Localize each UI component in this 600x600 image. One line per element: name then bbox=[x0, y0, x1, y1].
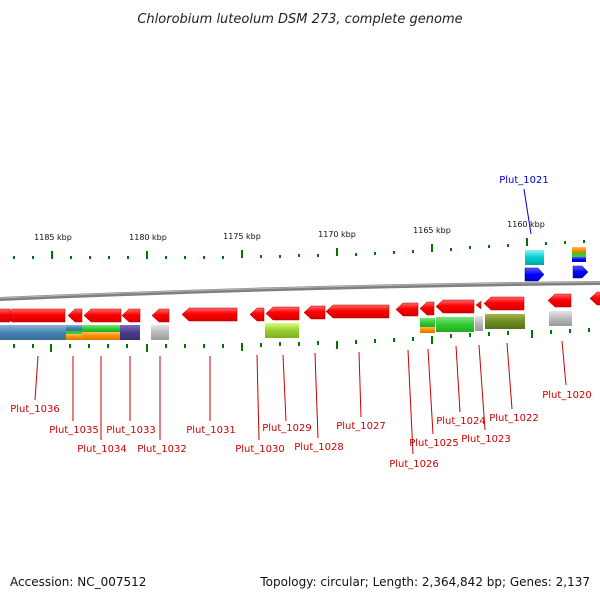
category-block bbox=[82, 325, 120, 332]
category-block bbox=[420, 327, 435, 333]
gene-arrow[interactable] bbox=[395, 302, 419, 317]
gene-label[interactable]: Plut_1022 bbox=[489, 413, 539, 424]
leader-line bbox=[314, 352, 319, 439]
gene-label[interactable]: Plut_1033 bbox=[106, 425, 156, 436]
category-block bbox=[0, 325, 66, 340]
leader-line-highlight bbox=[523, 188, 532, 235]
gene-arrow[interactable] bbox=[4, 308, 66, 323]
gene-label[interactable]: Plut_1024 bbox=[436, 416, 486, 427]
leader-line bbox=[256, 354, 260, 441]
leader-line bbox=[34, 355, 39, 401]
genome-backbone-highlight bbox=[0, 281, 600, 299]
gene-label-highlight[interactable]: Plut_1021 bbox=[499, 175, 549, 186]
genome-summary-text: Topology: circular; Length: 2,364,842 bp… bbox=[259, 575, 590, 589]
gene-arrow[interactable] bbox=[181, 307, 238, 322]
gene-arrow-forward[interactable] bbox=[524, 267, 545, 282]
gene-label[interactable]: Plut_1025 bbox=[409, 438, 459, 449]
accession-text: Accession: NC_007512 bbox=[10, 575, 146, 589]
leader-line bbox=[455, 345, 461, 413]
gene-arrow[interactable] bbox=[121, 308, 141, 323]
leader-line bbox=[358, 351, 362, 418]
leader-line bbox=[427, 348, 434, 435]
gene-arrow[interactable] bbox=[249, 307, 265, 322]
category-block bbox=[572, 253, 586, 257]
scale-label: 1170 kbp bbox=[318, 230, 356, 239]
gene-label[interactable]: Plut_1023 bbox=[461, 434, 511, 445]
category-block bbox=[525, 250, 544, 265]
category-block bbox=[549, 311, 572, 326]
gene-arrow[interactable] bbox=[435, 299, 475, 314]
gene-label[interactable]: Plut_1031 bbox=[186, 425, 236, 436]
category-block bbox=[485, 314, 525, 329]
category-block bbox=[66, 334, 82, 340]
gene-label[interactable]: Plut_1027 bbox=[336, 421, 386, 432]
category-block bbox=[436, 317, 474, 332]
gene-arrow[interactable] bbox=[0, 308, 11, 323]
gene-label[interactable]: Plut_1029 bbox=[262, 423, 312, 434]
gene-label[interactable]: Plut_1034 bbox=[77, 444, 127, 455]
forward-gene-track bbox=[524, 265, 589, 282]
gene-track bbox=[0, 291, 600, 323]
category-blocks bbox=[0, 247, 586, 340]
label-leaders bbox=[34, 340, 567, 455]
gene-label[interactable]: Plut_1028 bbox=[294, 442, 344, 453]
gene-labels: Plut_1036 Plut_1035 Plut_1034 Plut_1033 … bbox=[10, 175, 592, 470]
gene-arrow[interactable] bbox=[151, 308, 170, 323]
scale-labels: 1185 kbp 1180 kbp 1175 kbp 1170 kbp 1165… bbox=[34, 220, 545, 242]
gene-label[interactable]: Plut_1020 bbox=[542, 390, 592, 401]
gene-arrow[interactable] bbox=[419, 301, 435, 316]
gene-label[interactable]: Plut_1030 bbox=[235, 444, 285, 455]
gene-arrow[interactable] bbox=[265, 306, 300, 321]
gene-arrow[interactable] bbox=[475, 300, 482, 310]
gene-arrow[interactable] bbox=[303, 305, 326, 320]
scale-label: 1185 kbp bbox=[34, 233, 72, 242]
leader-line bbox=[506, 342, 513, 410]
gene-label[interactable]: Plut_1036 bbox=[10, 404, 60, 415]
category-block bbox=[151, 325, 169, 340]
gene-arrow[interactable] bbox=[67, 308, 83, 323]
gene-arrow[interactable] bbox=[325, 304, 390, 319]
category-block bbox=[475, 316, 483, 331]
lower-tick-row bbox=[13, 328, 590, 352]
scale-label: 1180 kbp bbox=[129, 233, 167, 242]
leader-line bbox=[561, 340, 567, 386]
category-block bbox=[66, 325, 82, 331]
gene-arrow-forward[interactable] bbox=[572, 265, 589, 279]
leader-line bbox=[478, 344, 486, 431]
category-block bbox=[66, 331, 82, 334]
genome-backbone bbox=[0, 281, 600, 301]
leader-line bbox=[407, 349, 414, 455]
upper-tick-row bbox=[13, 238, 585, 259]
category-block bbox=[572, 247, 586, 253]
leader-line bbox=[282, 354, 287, 422]
gene-arrow[interactable] bbox=[483, 296, 525, 311]
map-title: Chlorobium luteolum DSM 273, complete ge… bbox=[137, 12, 462, 27]
gene-label[interactable]: Plut_1032 bbox=[137, 444, 187, 455]
category-block bbox=[265, 323, 299, 338]
gene-label[interactable]: Plut_1035 bbox=[49, 425, 99, 436]
gene-label[interactable]: Plut_1026 bbox=[389, 459, 439, 470]
scale-label: 1175 kbp bbox=[223, 232, 261, 241]
category-block bbox=[82, 332, 120, 340]
category-block bbox=[420, 318, 435, 327]
category-block bbox=[572, 257, 586, 262]
scale-label: 1165 kbp bbox=[413, 226, 451, 235]
scale-label: 1160 kbp bbox=[507, 220, 545, 229]
gene-arrow[interactable] bbox=[83, 308, 122, 323]
gene-arrow[interactable] bbox=[589, 291, 600, 306]
gene-arrow[interactable] bbox=[547, 293, 572, 308]
category-block bbox=[120, 325, 140, 340]
